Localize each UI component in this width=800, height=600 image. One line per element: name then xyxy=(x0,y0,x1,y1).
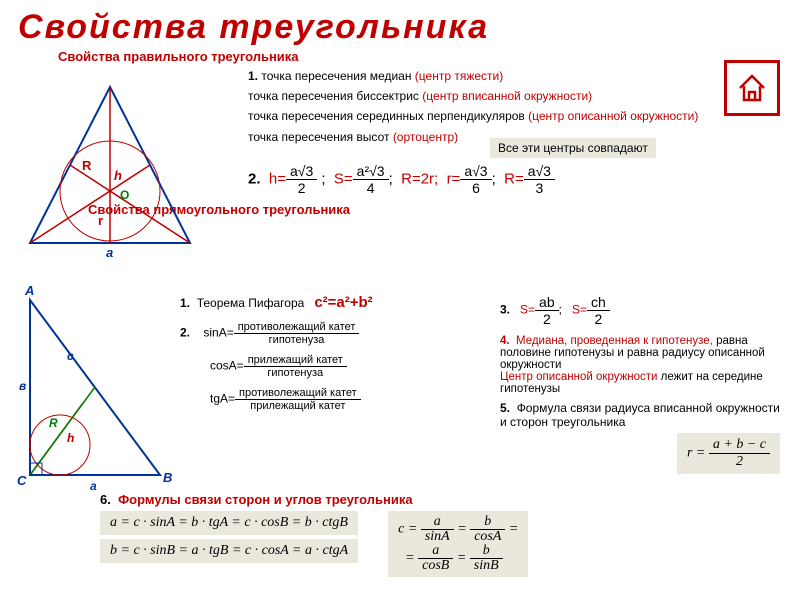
right-triangle-diagram: A B C в a c h R xyxy=(5,280,175,500)
section2-right-column: 3. S=ab2; S=ch2 4. Медиана, проведенная … xyxy=(500,290,780,478)
formula-c-box: c = asinA = bcosA = = acosB = bsinB xyxy=(388,511,528,577)
svg-text:C: C xyxy=(17,473,27,488)
section2-left-column: 1. Теорема Пифагора c²=a²+b² 2. sinA=про… xyxy=(180,290,500,416)
home-icon xyxy=(734,70,770,106)
home-button[interactable] xyxy=(724,60,780,116)
page-title: Свойства треугольника xyxy=(18,8,782,47)
svg-text:h: h xyxy=(114,168,122,183)
section1-heading: Свойства правильного треугольника xyxy=(58,49,782,64)
svg-text:O: O xyxy=(120,188,129,202)
svg-text:в: в xyxy=(19,379,26,393)
svg-text:A: A xyxy=(24,283,34,298)
centers-note: Все эти центры совпадают xyxy=(490,138,656,158)
section1-formulas: 2. h=a√32 ; S=a²√34; R=2r; r=a√36; R=a√3… xyxy=(248,163,782,196)
svg-text:B: B xyxy=(163,470,172,485)
svg-text:a: a xyxy=(106,245,113,260)
svg-text:R: R xyxy=(82,158,92,173)
equilateral-triangle-diagram: R h O r a xyxy=(10,75,220,260)
section1-list: 1. точка пересечения медиан (центр тяжес… xyxy=(248,68,782,145)
svg-text:c: c xyxy=(67,349,74,363)
svg-text:a: a xyxy=(90,479,97,493)
formula-b-box: b = c · sinB = a · tgB = c · cosA = a · … xyxy=(100,539,358,563)
svg-text:r: r xyxy=(98,213,103,228)
svg-text:h: h xyxy=(67,431,74,445)
formula-a-box: a = c · sinA = b · tgA = c · cosB = b · … xyxy=(100,511,358,535)
item5-formula-box: r = a + b − c2 xyxy=(677,433,780,474)
svg-text:R: R xyxy=(49,416,58,430)
section2-bottom: 6. Формулы связи сторон и углов треуголь… xyxy=(100,492,528,577)
